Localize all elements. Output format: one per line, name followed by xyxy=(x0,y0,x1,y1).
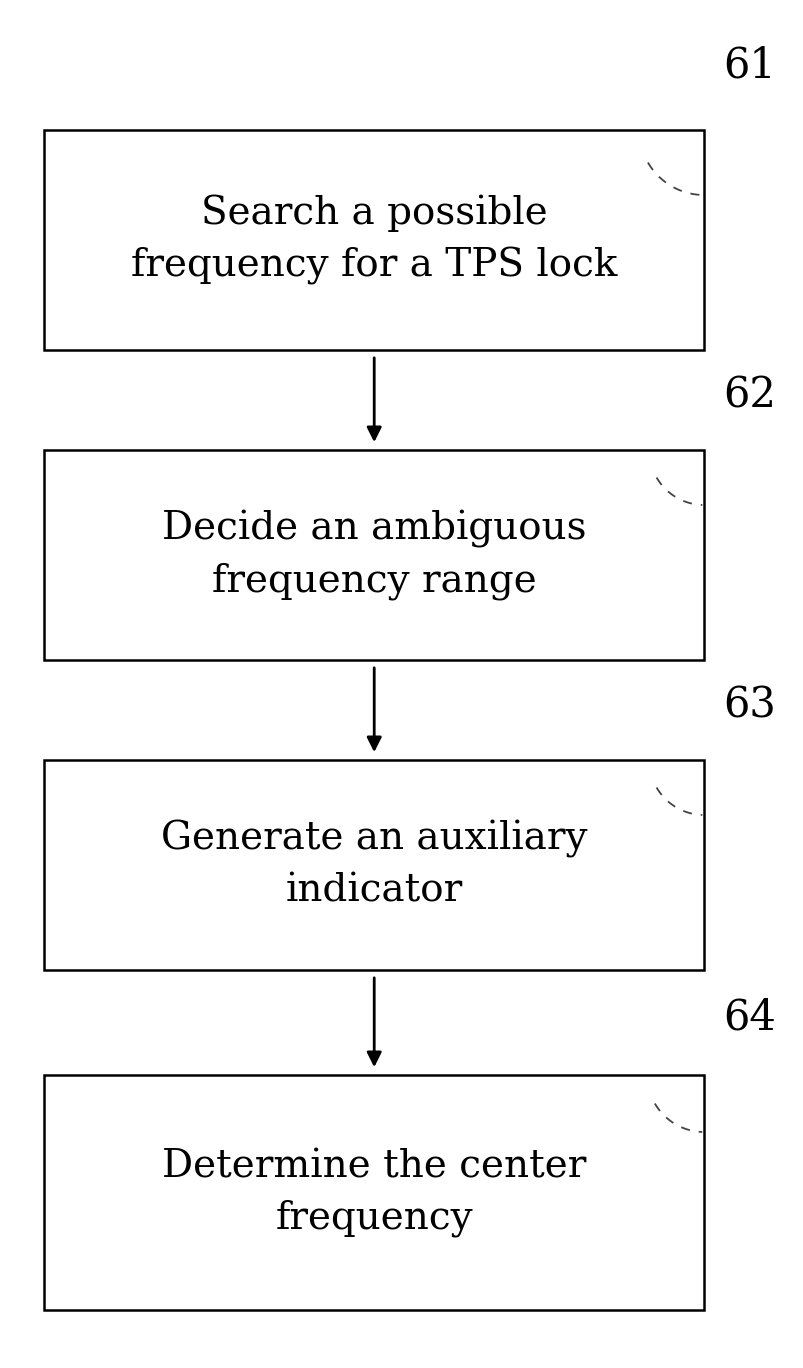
Text: Search a possible
frequency for a TPS lock: Search a possible frequency for a TPS lo… xyxy=(131,194,617,285)
Bar xyxy=(44,450,703,659)
Text: Generate an auxiliary
indicator: Generate an auxiliary indicator xyxy=(161,821,587,910)
Text: 62: 62 xyxy=(723,373,776,416)
Bar xyxy=(44,761,703,970)
Text: 61: 61 xyxy=(723,44,776,86)
Bar xyxy=(44,1075,703,1311)
Text: Determine the center
frequency: Determine the center frequency xyxy=(162,1148,585,1237)
Text: 64: 64 xyxy=(723,997,776,1040)
Text: 63: 63 xyxy=(723,684,776,726)
Bar xyxy=(44,130,703,350)
Text: Decide an ambiguous
frequency range: Decide an ambiguous frequency range xyxy=(161,510,585,601)
